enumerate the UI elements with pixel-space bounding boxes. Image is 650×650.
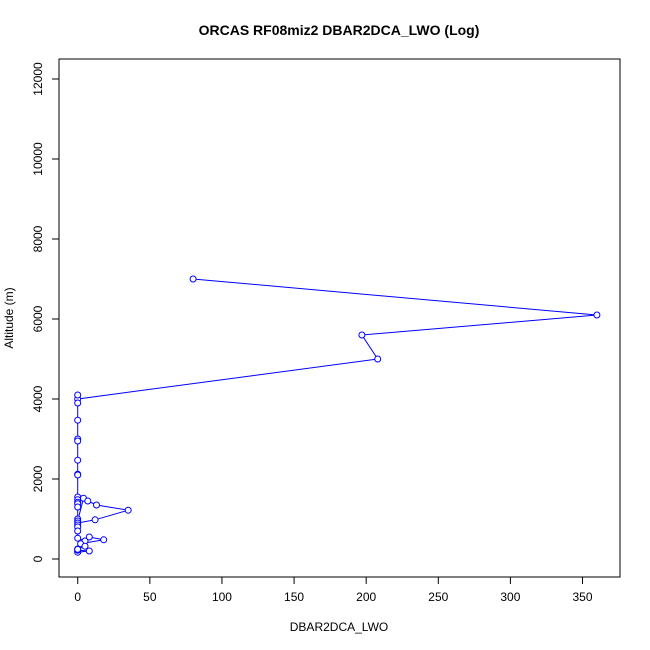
chart-title: ORCAS RF08miz2 DBAR2DCA_LWO (Log) <box>199 22 480 38</box>
series-line <box>77 278 597 553</box>
data-point <box>74 456 82 464</box>
data-point <box>74 503 82 511</box>
x-tick-label: 250 <box>428 590 448 604</box>
plot-frame <box>58 58 621 578</box>
data-point <box>74 437 82 445</box>
data-point <box>124 506 132 514</box>
data-point <box>74 545 82 553</box>
data-point <box>81 542 89 550</box>
data-point <box>93 501 100 509</box>
y-axis-label: Altitude (m) <box>2 287 16 348</box>
data-point <box>374 355 382 363</box>
x-axis: 0 50 100 150 200 250 300 350 <box>74 576 593 604</box>
x-tick-label: 300 <box>500 590 520 604</box>
x-tick-label: 100 <box>212 590 232 604</box>
data-point <box>358 331 366 339</box>
data-point <box>74 416 82 424</box>
data-point <box>100 536 108 544</box>
data-point <box>74 399 82 407</box>
y-tick-label: 2000 <box>31 465 45 492</box>
data-point <box>189 275 197 283</box>
y-tick-label: 8000 <box>31 225 45 252</box>
x-tick-label: 200 <box>356 590 376 604</box>
data-point <box>74 471 82 479</box>
y-tick-label: 4000 <box>31 385 45 412</box>
data-point <box>85 533 93 541</box>
y-tick-label: 12000 <box>31 62 45 96</box>
data-point <box>91 516 99 524</box>
x-tick-label: 0 <box>74 590 81 604</box>
data-point <box>74 391 82 399</box>
y-tick-label: 0 <box>31 555 45 562</box>
data-point <box>85 547 93 555</box>
y-tick-label: 6000 <box>31 305 45 332</box>
data-point <box>74 534 82 542</box>
x-axis-label: DBAR2DCA_LWO <box>290 620 388 634</box>
x-tick-label: 350 <box>572 590 592 604</box>
data-series <box>74 275 601 556</box>
y-tick-label: 10000 <box>31 142 45 176</box>
x-tick-label: 150 <box>284 590 304 604</box>
data-point <box>74 527 82 535</box>
data-point <box>84 497 92 505</box>
y-axis: 0 2000 4000 6000 8000 10000 12000 <box>31 62 60 562</box>
data-point <box>593 311 601 319</box>
x-tick-label: 50 <box>143 590 157 604</box>
